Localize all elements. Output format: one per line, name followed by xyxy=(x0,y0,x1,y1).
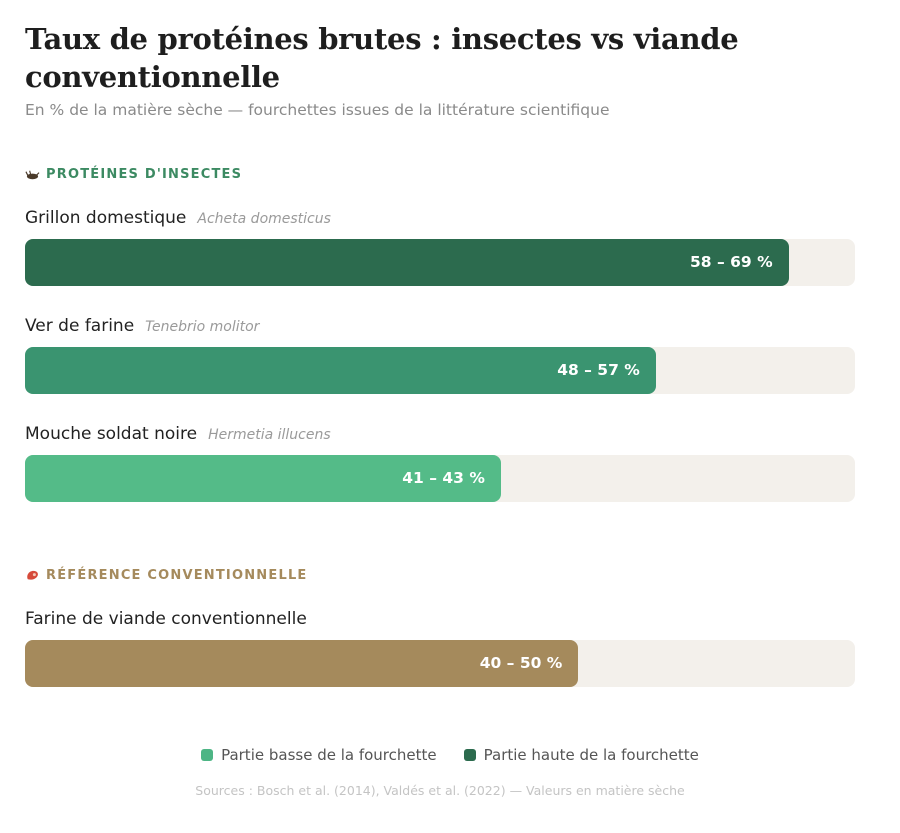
category-name: Grillon domestique xyxy=(25,208,187,228)
chart-subtitle: En % de la matière sèche — fourchettes i… xyxy=(25,101,610,119)
bar-value-label: 40 – 50 % xyxy=(479,654,563,672)
bar-label-meat-meal: Farine de viande conventionnelle xyxy=(25,609,307,629)
bar-value-label: 41 – 43 % xyxy=(402,469,485,487)
legend-item-low: Partie basse de la fourchette xyxy=(201,746,437,764)
bar-meat-meal: 40 – 50 % xyxy=(25,640,579,687)
scientific-name: Tenebrio molitor xyxy=(145,319,260,335)
bar-track: 40 – 50 % xyxy=(25,640,855,687)
bar-black-soldier-fly: 41 – 43 % xyxy=(25,455,501,502)
meat-icon xyxy=(27,570,38,580)
category-name: Ver de farine xyxy=(25,316,135,336)
legend-swatch xyxy=(201,749,214,761)
legend-item-high: Partie haute de la fourchette xyxy=(463,746,699,764)
section-label-text: PROTÉINES D'INSECTES xyxy=(46,167,243,182)
category-name: Farine de viande conventionnelle xyxy=(25,609,307,629)
cricket-icon xyxy=(25,170,40,180)
bar-track: 48 – 57 % xyxy=(25,347,855,394)
bar-value-label: 58 – 69 % xyxy=(689,253,773,271)
bar-cricket: 58 – 69 % xyxy=(25,239,789,286)
bar-value-label: 48 – 57 % xyxy=(557,361,640,379)
bar-label-cricket: Grillon domestique Acheta domesticus xyxy=(25,208,331,228)
sources-note: Sources : Bosch et al. (2014), Valdés et… xyxy=(195,783,685,798)
legend-label: Partie haute de la fourchette xyxy=(483,746,699,764)
bar-track: 41 – 43 % xyxy=(25,455,855,502)
scientific-name: Acheta domesticus xyxy=(197,211,331,227)
section-label-text: RÉFÉRENCE CONVENTIONNELLE xyxy=(46,568,308,583)
section-label-reference: RÉFÉRENCE CONVENTIONNELLE xyxy=(25,568,308,583)
bar-track: 58 – 69 % xyxy=(25,239,855,286)
bar-mealworm: 48 – 57 % xyxy=(25,347,656,394)
scientific-name: Hermetia illucens xyxy=(208,427,331,443)
legend-label: Partie basse de la fourchette xyxy=(221,746,437,764)
chart-title: Taux de protéines brutes : insectes vs v… xyxy=(25,22,739,94)
category-name: Mouche soldat noire xyxy=(25,424,198,444)
legend: Partie basse de la fourchette Partie hau… xyxy=(0,746,900,764)
bar-label-black-soldier-fly: Mouche soldat noire Hermetia illucens xyxy=(25,424,331,444)
legend-swatch xyxy=(463,749,476,761)
section-label-insects: PROTÉINES D'INSECTES xyxy=(25,167,242,182)
bar-label-mealworm: Ver de farine Tenebrio molitor xyxy=(25,316,259,336)
